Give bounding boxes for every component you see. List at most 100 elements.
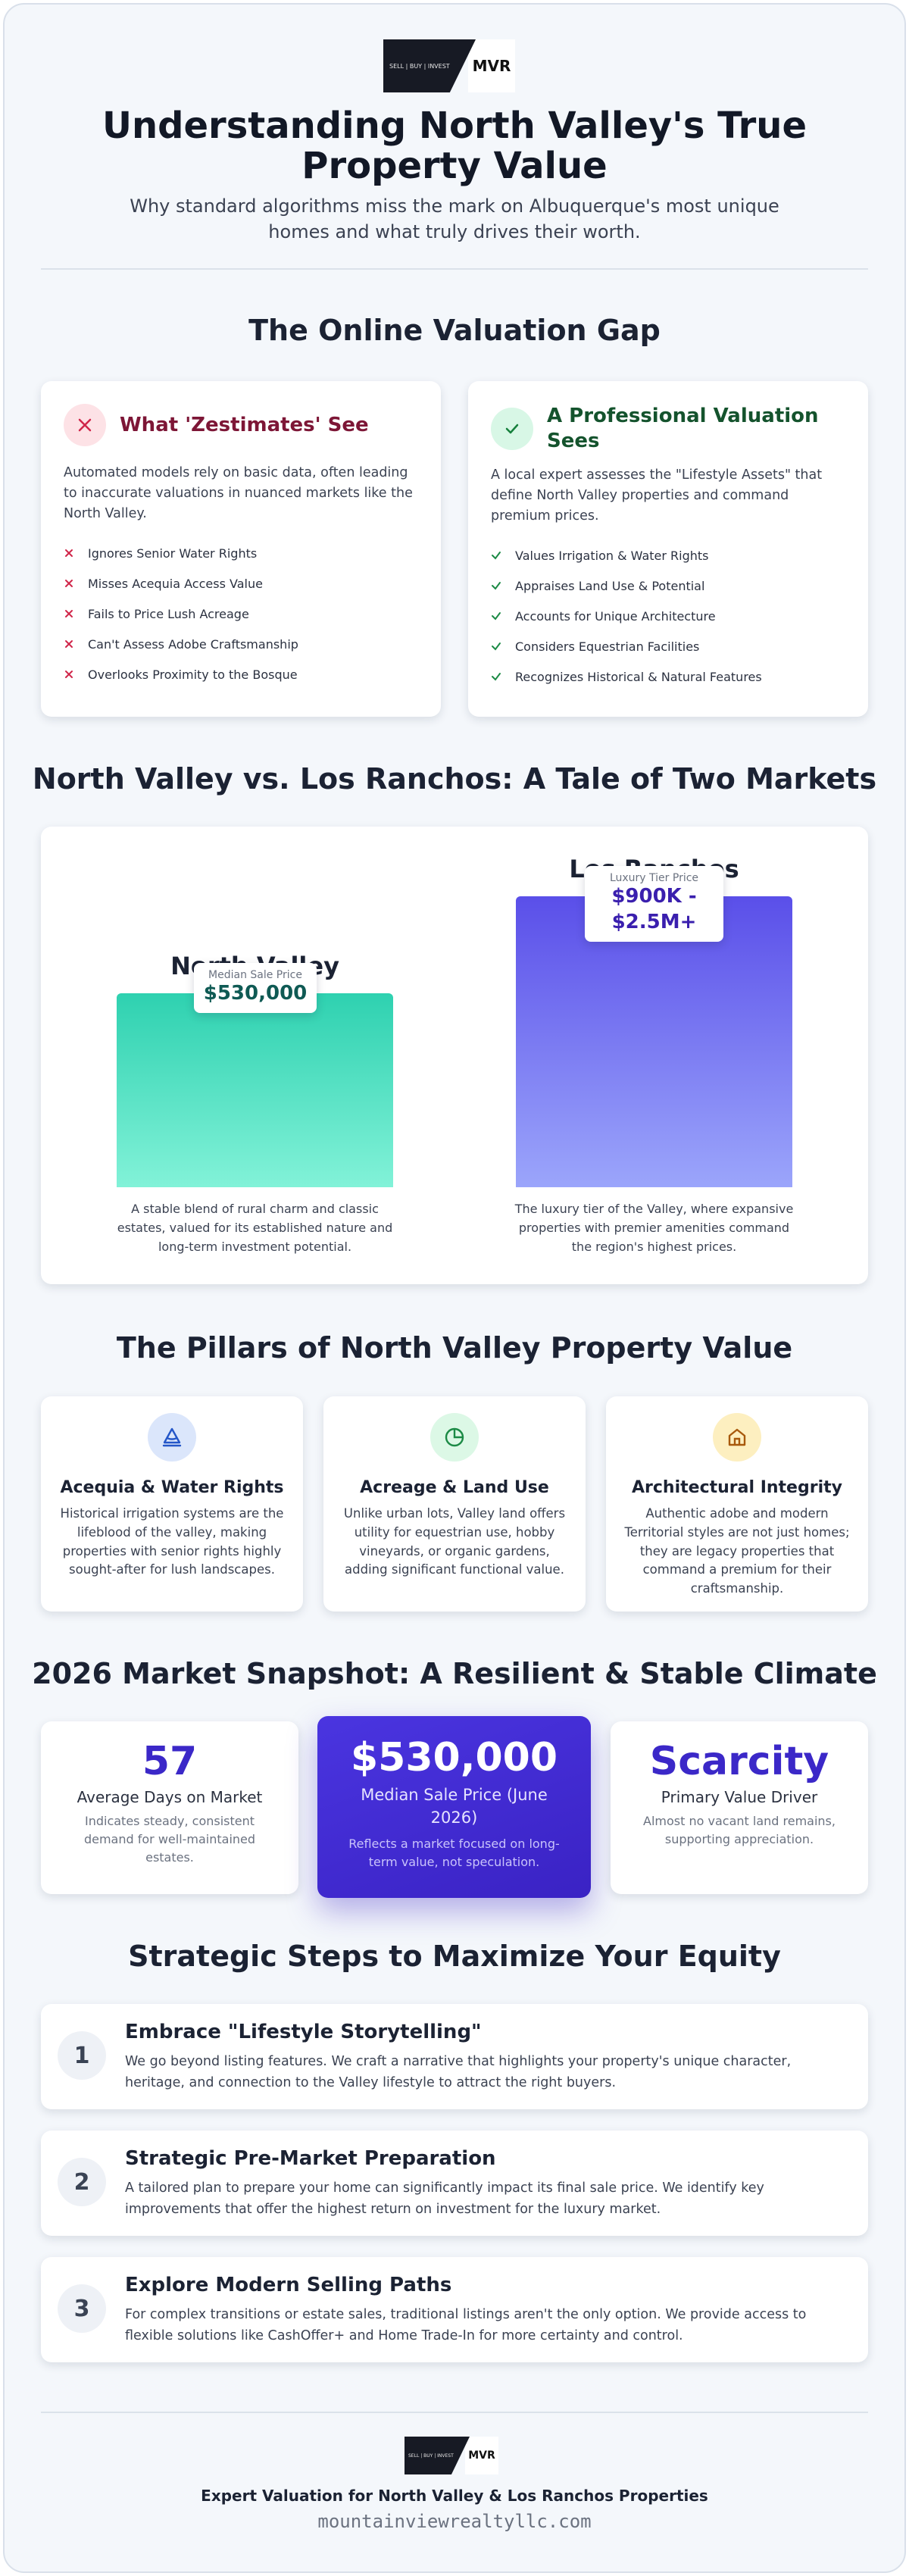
glyph xyxy=(65,640,73,649)
stat-label: Average Days on Market xyxy=(77,1788,263,1807)
list-item: Can't Assess Adobe Craftsmanship xyxy=(64,629,418,659)
water-glyph xyxy=(162,1427,182,1447)
x-glyph xyxy=(78,418,92,432)
pillar-text: Historical irrigation systems are the li… xyxy=(60,1506,284,1577)
section-title: North Valley vs. Los Ranchos: A Tale of … xyxy=(32,762,877,796)
logo-tagline: SELL | BUY | INVEST xyxy=(389,62,450,70)
land-glyph xyxy=(445,1427,464,1447)
logo-light: MVR xyxy=(468,39,515,92)
glyph xyxy=(65,610,73,618)
stat-value: 57 xyxy=(142,1739,198,1784)
pillar-card: Acequia & Water Rights Historical irriga… xyxy=(41,1396,303,1612)
market-description: A stable blend of rural charm and classi… xyxy=(117,1202,393,1254)
stat-value: $530,000 xyxy=(350,1735,558,1780)
card-title: What 'Zestimates' See xyxy=(120,413,369,436)
stat-card: Scarcity Primary Value Driver Almost no … xyxy=(611,1721,868,1894)
glyph xyxy=(492,582,501,590)
pillar-title: Acreage & Land Use xyxy=(360,1478,549,1497)
item-text: Accounts for Unique Architecture xyxy=(515,608,716,624)
step-text: We go beyond listing features. We craft … xyxy=(125,2054,792,2090)
item-text: Fails to Price Lush Acreage xyxy=(88,606,249,621)
footer-logo: SELL | BUY | INVEST MVR xyxy=(405,2437,503,2474)
stat-card: 57 Average Days on Market Indicates stea… xyxy=(41,1721,298,1894)
stat-value: Scarcity xyxy=(649,1739,829,1784)
list-item: Values Irrigation & Water Rights xyxy=(491,540,845,571)
x-mark xyxy=(65,610,73,618)
item-text: Recognizes Historical & Natural Features xyxy=(515,669,762,684)
item-text: Appraises Land Use & Potential xyxy=(515,578,705,593)
step-number: 1 xyxy=(58,2031,106,2080)
pillar-icon xyxy=(148,1413,196,1462)
glyph xyxy=(65,549,73,558)
x-mark xyxy=(65,580,73,588)
badge-value: $900K - $2.5M+ xyxy=(611,885,697,933)
list-item: Fails to Price Lush Acreage xyxy=(64,599,418,629)
list-item: Overlooks Proximity to the Bosque xyxy=(64,659,418,689)
stat-note: Reflects a market focused on long-term v… xyxy=(348,1837,560,1870)
footer-tagline: Expert Valuation for North Valley & Los … xyxy=(201,2487,708,2505)
logo-mark: MVR xyxy=(472,57,511,75)
check-mark xyxy=(492,673,501,681)
market-description: The luxury tier of the Valley, where exp… xyxy=(514,1202,794,1254)
logo-tagline: SELL | BUY | INVEST xyxy=(408,2453,454,2459)
badge-value: $530,000 xyxy=(203,982,308,1005)
gap-card: A Professional Valuation Sees A local ex… xyxy=(468,381,868,717)
check-icon xyxy=(491,407,533,450)
logo-dark: SELL | BUY | INVEST xyxy=(405,2437,470,2474)
section-title: The Pillars of North Valley Property Val… xyxy=(116,1331,793,1365)
check-glyph xyxy=(505,424,519,433)
pillar-text: Authentic adobe and modern Territorial s… xyxy=(624,1506,850,1596)
pillar-title: Acequia & Water Rights xyxy=(60,1478,284,1497)
gap-list: Values Irrigation & Water Rights Apprais… xyxy=(491,540,845,692)
divider xyxy=(41,268,868,270)
glyph xyxy=(492,642,501,651)
logo-dark: SELL | BUY | INVEST xyxy=(383,39,476,92)
check-mark xyxy=(492,612,501,621)
item-text: Can't Assess Adobe Craftsmanship xyxy=(88,636,298,652)
check-mark xyxy=(492,552,501,560)
pillar-icon xyxy=(430,1413,479,1462)
badge-label: Median Sale Price xyxy=(208,969,302,981)
list-item: Accounts for Unique Architecture xyxy=(491,601,845,631)
list-item: Ignores Senior Water Rights xyxy=(64,538,418,568)
stat-note: Almost no vacant land remains, supportin… xyxy=(643,1814,836,1847)
market-bar xyxy=(117,993,393,1187)
list-item: Misses Acequia Access Value xyxy=(64,568,418,599)
section-title: The Online Valuation Gap xyxy=(248,314,661,347)
item-text: Considers Equestrian Facilities xyxy=(515,639,700,654)
step-card: 2 Strategic Pre-Market Preparation A tai… xyxy=(41,2131,868,2236)
gap-card: What 'Zestimates' See Automated models r… xyxy=(41,381,441,717)
logo-mark: MVR xyxy=(468,2449,495,2462)
pillar-card: Architectural Integrity Authentic adobe … xyxy=(606,1396,868,1612)
footer-website: mountainviewrealtyllc.com xyxy=(317,2511,592,2532)
x-mark xyxy=(65,640,73,649)
step-text: For complex transitions or estate sales,… xyxy=(125,2307,807,2343)
house-glyph xyxy=(728,1428,746,1446)
stat-card-highlight: $530,000 Median Sale Price (June 2026) R… xyxy=(317,1716,591,1898)
x-icon xyxy=(64,404,106,446)
market-bar xyxy=(516,896,792,1187)
step-title: Embrace "Lifestyle Storytelling" xyxy=(125,2021,482,2043)
badge-label: Luxury Tier Price xyxy=(609,872,699,884)
price-badge: Luxury Tier Price $900K - $2.5M+ xyxy=(585,866,723,942)
glyph xyxy=(65,580,73,588)
page-subtitle: Why standard algorithms miss the mark on… xyxy=(130,195,779,242)
stat-note: Indicates steady, consistent demand for … xyxy=(83,1814,256,1865)
page-title: Understanding North Valley's True Proper… xyxy=(102,105,807,187)
list-item: Considers Equestrian Facilities xyxy=(491,631,845,661)
logo: SELL | BUY | INVEST MVR xyxy=(383,39,523,92)
pillar-title: Architectural Integrity xyxy=(632,1478,842,1497)
glyph xyxy=(492,673,501,681)
card-title: A Professional Valuation Sees xyxy=(547,405,819,452)
check-mark xyxy=(492,582,501,590)
card-header: What 'Zestimates' See xyxy=(64,404,418,446)
card-intro: A local expert assesses the "Lifestyle A… xyxy=(491,467,823,524)
section-title: 2026 Market Snapshot: A Resilient & Stab… xyxy=(32,1657,877,1690)
step-card: 1 Embrace "Lifestyle Storytelling" We go… xyxy=(41,2004,868,2109)
card-intro: Automated models rely on basic data, oft… xyxy=(64,465,413,522)
step-number: 3 xyxy=(58,2284,106,2333)
pillar-text: Unlike urban lots, Valley land offers ut… xyxy=(343,1506,566,1577)
card-header: A Professional Valuation Sees xyxy=(491,404,845,453)
item-text: Overlooks Proximity to the Bosque xyxy=(88,667,298,682)
glyph xyxy=(65,671,73,679)
